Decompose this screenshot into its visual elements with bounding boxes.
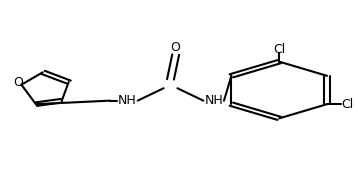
Text: Cl: Cl — [273, 43, 285, 56]
Text: O: O — [171, 41, 181, 54]
Text: Cl: Cl — [342, 98, 354, 111]
Text: O: O — [13, 76, 23, 89]
Text: NH: NH — [204, 94, 223, 107]
Text: NH: NH — [118, 94, 137, 107]
